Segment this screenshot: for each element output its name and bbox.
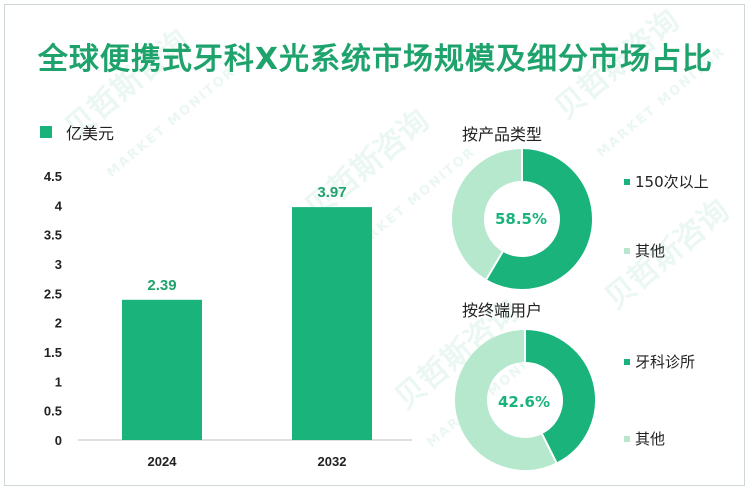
bar-legend: 亿美元 <box>40 120 114 144</box>
pie2-legend-label: 牙科诊所 <box>635 353 696 371</box>
pie1-center-label: 58.5% <box>494 210 548 228</box>
legend-dot <box>624 358 630 365</box>
pie1-legend-label: 其他 <box>635 242 666 260</box>
legend-dot <box>624 178 630 185</box>
legend-swatch <box>40 126 52 138</box>
pie2-legend-label: 其他 <box>635 430 666 448</box>
legend-dot <box>624 435 630 442</box>
pie1-title: 按产品类型 <box>462 125 543 144</box>
pie2-center-label: 42.6% <box>497 393 551 411</box>
pie1-legend-label: 150次以上 <box>635 173 709 191</box>
legend-dot <box>624 247 630 254</box>
pie2-legend-item: 牙科诊所 <box>624 351 695 372</box>
pie2-legend-item: 其他 <box>624 428 665 449</box>
pie1-legend-item: 其他 <box>624 240 665 261</box>
pie1-legend-item: 150次以上 <box>624 171 709 192</box>
pie2-title: 按终端用户 <box>462 301 543 320</box>
chart-title: 全球便携式牙科X光系统市场规模及细分市场占比 <box>37 42 714 77</box>
bar-legend-label: 亿美元 <box>66 124 115 143</box>
